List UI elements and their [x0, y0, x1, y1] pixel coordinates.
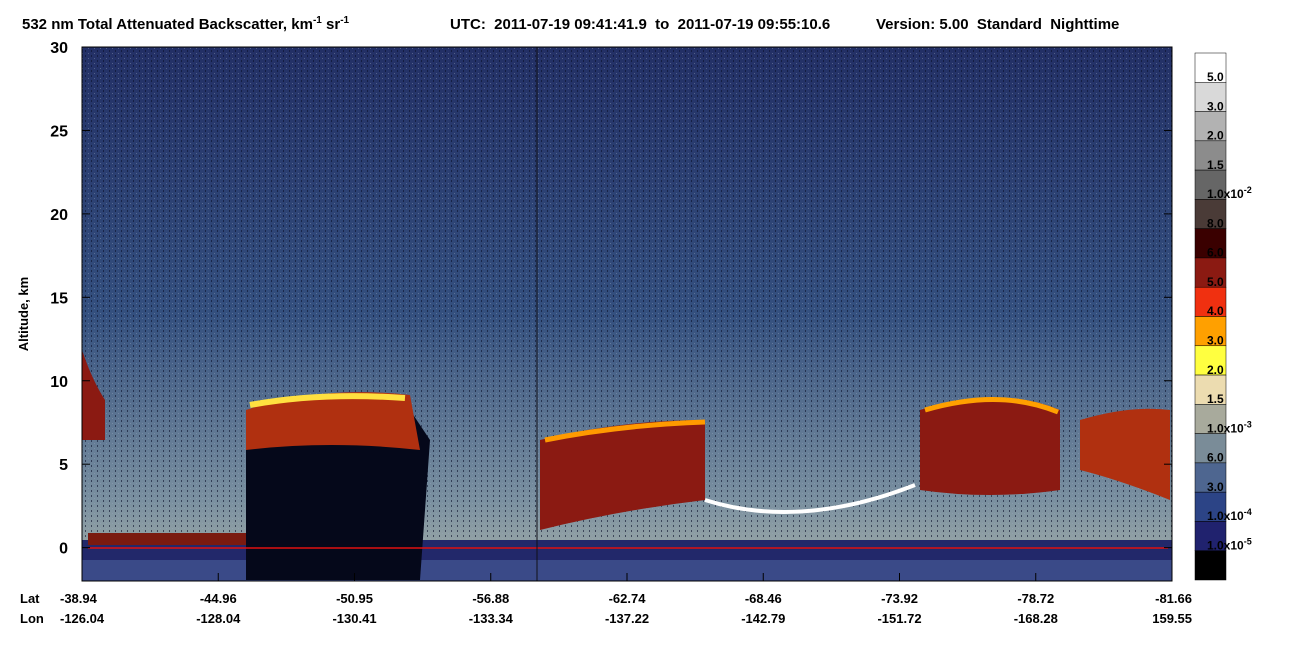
- y-tick-label: 0: [59, 541, 68, 558]
- colorbar-label: 6.0: [1207, 451, 1224, 465]
- colorbar-label-text: 4.0: [1207, 304, 1224, 318]
- lat-label: -81.66: [1155, 591, 1192, 606]
- colorbar-swatch: [1194, 433, 1227, 464]
- colorbar-swatch: [1194, 404, 1227, 434]
- lon-label: -168.28: [1014, 611, 1058, 626]
- colorbar-swatch: [1194, 140, 1227, 171]
- colorbar-swatch: [1194, 52, 1227, 83]
- colorbar-label-text: 3.0: [1207, 480, 1224, 494]
- x-row-label: Lat: [20, 591, 40, 606]
- colorbar-label-text: 1.5: [1207, 392, 1224, 406]
- lat-label: -78.72: [1017, 591, 1054, 606]
- lat-label: -56.88: [472, 591, 509, 606]
- chart-title: 532 nm Total Attenuated Backscatter, km-…: [22, 15, 350, 33]
- colorbar-label: 1.0x10-3: [1207, 419, 1252, 435]
- colorbar-label: 5.0: [1207, 70, 1224, 84]
- colorbar-label: 1.5: [1207, 158, 1224, 172]
- lon-label: -133.34: [469, 611, 514, 626]
- colorbar-swatch: [1194, 286, 1227, 317]
- colorbar-label-text: 3.0: [1207, 99, 1224, 113]
- colorbar-label-text: 6.0: [1207, 246, 1224, 260]
- colorbar-label: 3.0: [1207, 99, 1224, 113]
- colorbar-swatch: [1194, 111, 1227, 142]
- colorbar-swatch: [1194, 491, 1227, 522]
- y-tick-label: 10: [50, 374, 68, 391]
- y-tick-label: 25: [50, 123, 68, 140]
- colorbar-label: 8.0: [1207, 216, 1224, 230]
- colorbar-label: 2.0: [1207, 363, 1224, 377]
- title-sup: -1: [313, 15, 322, 26]
- colorbar-swatch: [1194, 345, 1227, 376]
- title-part: sr: [322, 16, 341, 33]
- title-sup: -1: [340, 15, 349, 26]
- colorbar-swatch: [1194, 169, 1227, 200]
- colorbar-label: 1.0x10-4: [1207, 507, 1252, 523]
- lon-label: -151.72: [877, 611, 921, 626]
- colorbar-label: 1.0x10-5: [1207, 536, 1252, 552]
- colorbar-label-sup: -5: [1244, 536, 1252, 546]
- colorbar-label: 6.0: [1207, 246, 1224, 260]
- utc-range: UTC: 2011-07-19 09:41:41.9 to 2011-07-19…: [450, 16, 830, 33]
- colorbar-label-sup: -3: [1244, 419, 1252, 429]
- colorbar-label: 3.0: [1207, 480, 1224, 494]
- colorbar-label-text: 2.0: [1207, 363, 1224, 377]
- colorbar-label-sup: -2: [1244, 185, 1252, 195]
- colorbar-label-text: 1.0x10: [1207, 421, 1244, 435]
- lon-label: -126.04: [60, 611, 105, 626]
- lat-label: -68.46: [745, 591, 782, 606]
- lat-label: -62.74: [609, 591, 647, 606]
- y-tick-label: 15: [50, 290, 68, 307]
- lon-label: -137.22: [605, 611, 649, 626]
- lon-label: -130.41: [332, 611, 376, 626]
- lat-label: -38.94: [60, 591, 98, 606]
- colorbar-label: 2.0: [1207, 129, 1224, 143]
- colorbar-label-text: 8.0: [1207, 216, 1224, 230]
- colorbar-label-text: 6.0: [1207, 451, 1224, 465]
- colorbar-label-text: 2.0: [1207, 129, 1224, 143]
- colorbar-label-text: 1.5: [1207, 158, 1224, 172]
- x-row-label: Lon: [20, 611, 44, 626]
- colorbar-swatch: [1194, 374, 1227, 405]
- version: Version: 5.00 Standard Nighttime: [876, 16, 1119, 33]
- y-tick-label: 20: [50, 207, 68, 224]
- colorbar-label-text: 1.0x10: [1207, 509, 1244, 523]
- lon-label: -128.04: [196, 611, 241, 626]
- colorbar-label-text: 5.0: [1207, 275, 1224, 289]
- lat-label: -44.96: [200, 591, 237, 606]
- plot-image: [82, 47, 1172, 581]
- colorbar-swatch: [1194, 228, 1227, 259]
- y-tick-label: 30: [50, 40, 68, 57]
- lon-label: 159.55: [1152, 611, 1192, 626]
- colorbar-swatch: [1194, 257, 1227, 288]
- colorbar-swatch: [1194, 199, 1227, 229]
- lon-label: -142.79: [741, 611, 785, 626]
- lat-label: -73.92: [881, 591, 918, 606]
- colorbar-swatch: [1194, 316, 1227, 347]
- colorbar-label: 1.0x10-2: [1207, 185, 1252, 201]
- colorbar-label-text: 1.0x10: [1207, 538, 1244, 552]
- colorbar-label: 1.5: [1207, 392, 1224, 406]
- colorbar-label-text: 3.0: [1207, 334, 1224, 348]
- colorbar-label: 4.0: [1207, 304, 1224, 318]
- colorbar-swatch: [1194, 550, 1227, 581]
- colorbar-label: 5.0: [1207, 275, 1224, 289]
- title-part: 532 nm Total Attenuated Backscatter, km: [22, 16, 313, 33]
- lat-label: -50.95: [336, 591, 373, 606]
- colorbar-label: 3.0: [1207, 334, 1224, 348]
- colorbar-label-text: 1.0x10: [1207, 187, 1244, 201]
- y-tick-label: 5: [59, 457, 68, 474]
- y-axis-label: Altitude, km: [16, 277, 31, 351]
- colorbar-label-text: 5.0: [1207, 70, 1224, 84]
- colorbar-label-sup: -4: [1244, 507, 1252, 517]
